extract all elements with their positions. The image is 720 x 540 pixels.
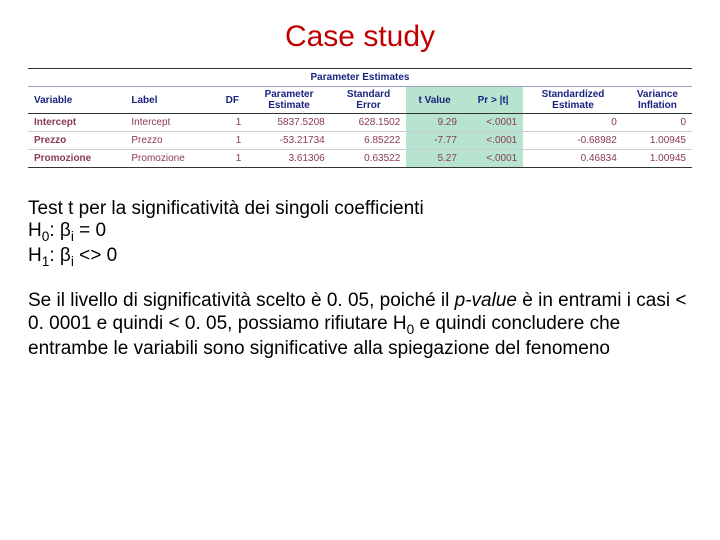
- cell-tvalue: 5.27: [406, 150, 463, 168]
- cell-param: 5837.5208: [247, 114, 330, 132]
- cell-vif: 1.00945: [623, 150, 692, 168]
- cell-stdest: 0.46834: [523, 150, 623, 168]
- cell-pvalue: <.0001: [463, 114, 523, 132]
- cell-vif: 0: [623, 114, 692, 132]
- cell-stderr: 628.1502: [331, 114, 407, 132]
- cell-param: 3.61306: [247, 150, 330, 168]
- table-row: Prezzo Prezzo 1 -53.21734 6.85222 -7.77 …: [28, 132, 692, 150]
- col-df: DF: [217, 87, 247, 114]
- pvalue-term: p-value: [455, 290, 517, 311]
- cell-pvalue: <.0001: [463, 150, 523, 168]
- conclusion-paragraph: Se il livello di significatività scelto …: [28, 290, 692, 360]
- cell-stderr: 0.63522: [331, 150, 407, 168]
- h1-line: H1: βi <> 0: [28, 245, 117, 266]
- table-row: Intercept Intercept 1 5837.5208 628.1502…: [28, 114, 692, 132]
- cell-variable: Intercept: [28, 114, 125, 132]
- cell-label: Promozione: [125, 150, 217, 168]
- cell-label: Intercept: [125, 114, 217, 132]
- cell-stdest: 0: [523, 114, 623, 132]
- table-caption: Parameter Estimates: [28, 69, 692, 87]
- col-stdest: StandardizedEstimate: [523, 87, 623, 114]
- cell-df: 1: [217, 114, 247, 132]
- table-header-row: Variable Label DF ParameterEstimate Stan…: [28, 87, 692, 114]
- cell-pvalue: <.0001: [463, 132, 523, 150]
- col-label: Label: [125, 87, 217, 114]
- hypothesis-block: Test t per la significatività dei singol…: [28, 198, 692, 270]
- cell-vif: 1.00945: [623, 132, 692, 150]
- cell-stderr: 6.85222: [331, 132, 407, 150]
- cell-variable: Promozione: [28, 150, 125, 168]
- cell-tvalue: 9.29: [406, 114, 463, 132]
- cell-df: 1: [217, 150, 247, 168]
- cell-df: 1: [217, 132, 247, 150]
- col-pvalue: Pr > |t|: [463, 87, 523, 114]
- cell-label: Prezzo: [125, 132, 217, 150]
- parameter-estimates-table: Parameter Estimates Variable Label DF Pa…: [28, 68, 692, 168]
- col-stderr: StandardError: [331, 87, 407, 114]
- cell-tvalue: -7.77: [406, 132, 463, 150]
- test-description: Test t per la significatività dei singol…: [28, 198, 424, 219]
- page-title: Case study: [28, 20, 692, 54]
- col-vif: VarianceInflation: [623, 87, 692, 114]
- h0-line: H0: βi = 0: [28, 220, 106, 241]
- cell-param: -53.21734: [247, 132, 330, 150]
- col-variable: Variable: [28, 87, 125, 114]
- col-param: ParameterEstimate: [247, 87, 330, 114]
- col-tvalue: t Value: [406, 87, 463, 114]
- table-row: Promozione Promozione 1 3.61306 0.63522 …: [28, 150, 692, 168]
- cell-stdest: -0.68982: [523, 132, 623, 150]
- cell-variable: Prezzo: [28, 132, 125, 150]
